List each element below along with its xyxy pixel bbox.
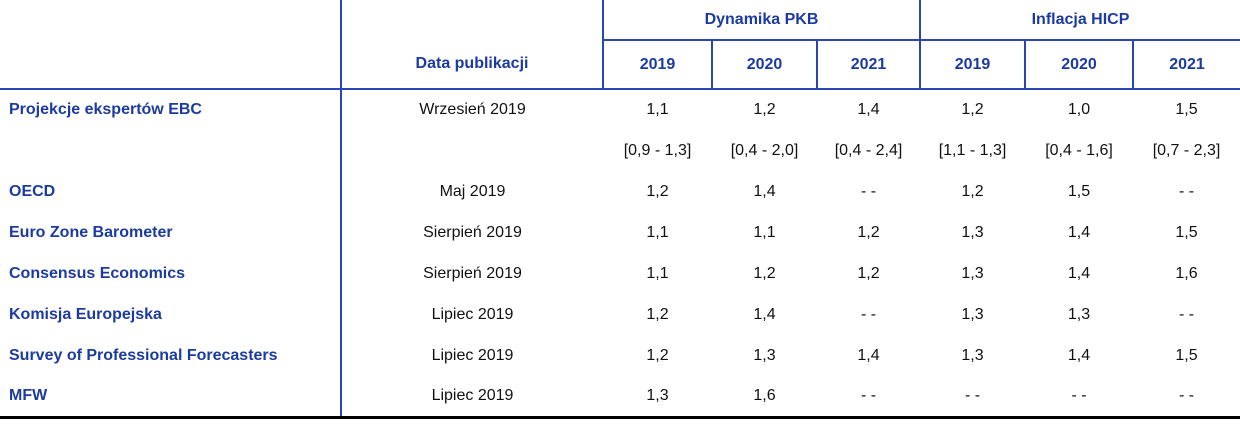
value-cell: 1,4 xyxy=(1067,223,1091,241)
value-cell: 1,3 xyxy=(1067,305,1091,323)
institution-cell: Consensus Economics xyxy=(0,253,342,294)
publication-date-cell-empty xyxy=(341,130,603,171)
value-cell: 1,0 xyxy=(1067,101,1091,118)
table-row-ezb: Euro Zone Barometer Sierpień 2019 1,1 1,… xyxy=(0,212,1240,253)
value-cell: 1,2 xyxy=(857,264,880,282)
value-cell: 1,5 xyxy=(1175,223,1198,241)
table-row-ebc-ranges: [0,9 - 1,3] [0,4 - 2,0] [0,4 - 2,4] [1,1… xyxy=(0,130,1240,171)
institution-cell: Euro Zone Barometer xyxy=(0,212,342,253)
table-row-mfw: MFW Lipiec 2019 1,3 1,6 - - - - - - - - xyxy=(0,376,1240,417)
publication-date-cell: Lipiec 2019 xyxy=(431,305,514,323)
value-cell: 1,1 xyxy=(646,101,669,118)
value-cell: 1,3 xyxy=(961,264,984,282)
value-cell: 1,3 xyxy=(961,346,984,364)
publication-date-cell: Maj 2019 xyxy=(439,182,506,200)
value-cell: 1,2 xyxy=(646,182,669,200)
value-cell: - - xyxy=(1178,305,1195,323)
range-cell: [0,7 - 2,3] xyxy=(1152,141,1221,159)
value-cell: 1,4 xyxy=(753,305,776,323)
value-cell: 1,5 xyxy=(1175,101,1198,118)
year-header-hicp-2021: 2021 xyxy=(1132,40,1240,90)
table-row-ebc: Projekcje ekspertów EBC Wrzesień 2019 1,… xyxy=(0,89,1240,130)
value-cell: - - xyxy=(860,182,877,200)
value-cell: 1,2 xyxy=(646,346,669,364)
value-cell: 1,2 xyxy=(961,101,984,118)
value-cell: 1,2 xyxy=(857,223,880,241)
year-header-gdp-2020: 2020 xyxy=(711,40,817,90)
institution-cell: Survey of Professional Forecasters xyxy=(0,335,342,376)
table-row-oecd: OECD Maj 2019 1,2 1,4 - - 1,2 1,5 - - xyxy=(0,171,1240,212)
table-row-consensus: Consensus Economics Sierpień 2019 1,1 1,… xyxy=(0,253,1240,294)
range-cell: [0,9 - 1,3] xyxy=(623,141,692,159)
value-cell: 1,1 xyxy=(646,223,669,241)
publication-date-cell: Wrzesień 2019 xyxy=(419,101,526,118)
value-cell: 1,2 xyxy=(646,305,669,323)
corner-cell xyxy=(0,0,342,40)
year-header-gdp-2019: 2019 xyxy=(603,40,712,90)
value-cell: 1,5 xyxy=(1067,182,1091,200)
column-header-row: Data publikacji 2019 2020 2021 2019 2020… xyxy=(0,40,1240,90)
value-cell: - - xyxy=(860,305,877,323)
range-cell: [0,4 - 2,0] xyxy=(730,141,799,159)
institution-cell: MFW xyxy=(0,376,342,417)
value-cell: 1,2 xyxy=(753,101,776,118)
value-cell: 1,4 xyxy=(857,101,880,118)
value-cell: 1,6 xyxy=(1175,264,1198,282)
value-cell: - - xyxy=(964,386,981,404)
year-header-hicp-2019: 2019 xyxy=(919,40,1025,90)
value-cell: - - xyxy=(1178,386,1195,404)
corner-cell xyxy=(0,40,342,90)
value-cell: 1,6 xyxy=(753,386,776,404)
publication-date-cell: Sierpień 2019 xyxy=(423,264,522,282)
value-cell: 1,3 xyxy=(646,386,669,404)
table-row-komisja: Komisja Europejska Lipiec 2019 1,2 1,4 -… xyxy=(0,294,1240,335)
value-cell: 1,4 xyxy=(857,346,880,364)
value-cell: 1,4 xyxy=(1067,346,1091,364)
value-cell: 1,1 xyxy=(753,223,776,241)
table-row-spf: Survey of Professional Forecasters Lipie… xyxy=(0,335,1240,376)
value-cell: 1,1 xyxy=(646,264,669,282)
publication-date-cell: Sierpień 2019 xyxy=(423,223,522,241)
group-header-row: Dynamika PKB Inflacja HICP xyxy=(0,0,1240,41)
institution-cell: Komisja Europejska xyxy=(0,294,342,335)
range-cell: [1,1 - 1,3] xyxy=(938,141,1007,159)
date-column-header: Data publikacji xyxy=(341,40,604,90)
publication-date-cell: Lipiec 2019 xyxy=(431,346,514,364)
publication-date-cell: Lipiec 2019 xyxy=(431,386,514,404)
value-cell: 1,2 xyxy=(961,182,984,200)
value-cell: - - xyxy=(1178,182,1195,200)
value-cell: 1,5 xyxy=(1175,346,1198,364)
date-header-spacer-cell xyxy=(341,0,604,40)
year-header-gdp-2021: 2021 xyxy=(816,40,920,90)
value-cell: 1,4 xyxy=(753,182,776,200)
value-cell: - - xyxy=(1071,386,1087,404)
group-header-gdp: Dynamika PKB xyxy=(603,0,921,41)
value-cell: 1,3 xyxy=(961,305,984,323)
range-cell: [0,4 - 2,4] xyxy=(834,141,903,159)
value-cell: 1,2 xyxy=(753,264,776,282)
value-cell: - - xyxy=(860,386,877,404)
institution-cell: OECD xyxy=(0,171,342,212)
year-header-hicp-2020: 2020 xyxy=(1024,40,1133,90)
value-cell: 1,4 xyxy=(1067,264,1091,282)
value-cell: 1,3 xyxy=(961,223,984,241)
range-cell: [0,4 - 1,6] xyxy=(1045,141,1113,159)
institution-cell: Projekcje ekspertów EBC xyxy=(0,89,342,130)
value-cell: 1,3 xyxy=(753,346,776,364)
group-header-hicp: Inflacja HICP xyxy=(920,0,1240,41)
institution-cell-empty xyxy=(0,130,342,171)
